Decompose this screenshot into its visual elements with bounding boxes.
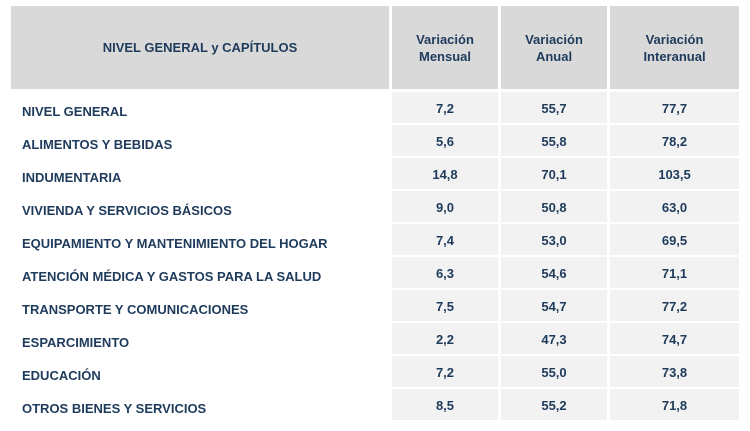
row-label: NIVEL GENERAL	[11, 92, 389, 123]
table-row: VIVIENDA Y SERVICIOS BÁSICOS 9,0 50,8 63…	[11, 191, 739, 222]
header-monthly-line2: Mensual	[418, 48, 471, 64]
header-category: NIVEL GENERAL y CAPÍTULOS	[11, 6, 389, 89]
row-label: ATENCIÓN MÉDICA Y GASTOS PARA LA SALUD	[11, 257, 389, 288]
header-yoy-line2: Interanual	[643, 48, 706, 64]
table-row: EDUCACIÓN 7,2 55,0 73,8	[11, 356, 739, 387]
row-label: EQUIPAMIENTO Y MANTENIMIENTO DEL HOGAR	[11, 224, 389, 255]
header-annual-line1: Variación	[525, 31, 583, 47]
row-yoy: 71,8	[610, 389, 739, 420]
header-monthly-line1: Variación	[416, 31, 474, 47]
row-monthly: 8,5	[392, 389, 498, 420]
row-yoy: 73,8	[610, 356, 739, 387]
header-annual: Variación Anual	[501, 6, 607, 89]
table-row: EQUIPAMIENTO Y MANTENIMIENTO DEL HOGAR 7…	[11, 224, 739, 255]
row-yoy: 77,7	[610, 92, 739, 123]
row-yoy: 71,1	[610, 257, 739, 288]
row-monthly: 5,6	[392, 125, 498, 156]
table-row: ATENCIÓN MÉDICA Y GASTOS PARA LA SALUD 6…	[11, 257, 739, 288]
row-annual: 54,7	[501, 290, 607, 321]
header-category-label: NIVEL GENERAL y CAPÍTULOS	[102, 40, 298, 55]
table-header: NIVEL GENERAL y CAPÍTULOS Variación Mens…	[11, 6, 739, 89]
row-annual: 55,2	[501, 389, 607, 420]
header-yoy-line1: Variación	[645, 31, 704, 47]
row-monthly: 9,0	[392, 191, 498, 222]
row-label: ALIMENTOS Y BEBIDAS	[11, 125, 389, 156]
row-annual: 47,3	[501, 323, 607, 354]
row-annual: 53,0	[501, 224, 607, 255]
header-monthly: Variación Mensual	[392, 6, 498, 89]
header-annual-line2: Anual	[535, 48, 573, 64]
row-annual: 55,0	[501, 356, 607, 387]
row-label: EDUCACIÓN	[11, 356, 389, 387]
inflation-table: NIVEL GENERAL y CAPÍTULOS Variación Mens…	[11, 6, 739, 422]
row-monthly: 7,2	[392, 92, 498, 123]
table-row: NIVEL GENERAL 7,2 55,7 77,7	[11, 92, 739, 123]
row-monthly: 2,2	[392, 323, 498, 354]
row-annual: 50,8	[501, 191, 607, 222]
row-annual: 55,7	[501, 92, 607, 123]
table-row: ALIMENTOS Y BEBIDAS 5,6 55,8 78,2	[11, 125, 739, 156]
row-annual: 54,6	[501, 257, 607, 288]
row-monthly: 14,8	[392, 158, 498, 189]
row-label: TRANSPORTE Y COMUNICACIONES	[11, 290, 389, 321]
row-monthly: 7,4	[392, 224, 498, 255]
table-row: INDUMENTARIA 14,8 70,1 103,5	[11, 158, 739, 189]
row-monthly: 6,3	[392, 257, 498, 288]
row-yoy: 63,0	[610, 191, 739, 222]
row-yoy: 69,5	[610, 224, 739, 255]
table-row: TRANSPORTE Y COMUNICACIONES 7,5 54,7 77,…	[11, 290, 739, 321]
table-row: ESPARCIMIENTO 2,2 47,3 74,7	[11, 323, 739, 354]
row-label: OTROS BIENES Y SERVICIOS	[11, 389, 389, 420]
row-monthly: 7,5	[392, 290, 498, 321]
row-yoy: 77,2	[610, 290, 739, 321]
header-yoy: Variación Interanual	[610, 6, 739, 89]
row-annual: 55,8	[501, 125, 607, 156]
row-label: INDUMENTARIA	[11, 158, 389, 189]
row-yoy: 78,2	[610, 125, 739, 156]
table-row: OTROS BIENES Y SERVICIOS 8,5 55,2 71,8	[11, 389, 739, 420]
row-label: VIVIENDA Y SERVICIOS BÁSICOS	[11, 191, 389, 222]
row-yoy: 74,7	[610, 323, 739, 354]
row-label: ESPARCIMIENTO	[11, 323, 389, 354]
row-annual: 70,1	[501, 158, 607, 189]
row-yoy: 103,5	[610, 158, 739, 189]
row-monthly: 7,2	[392, 356, 498, 387]
